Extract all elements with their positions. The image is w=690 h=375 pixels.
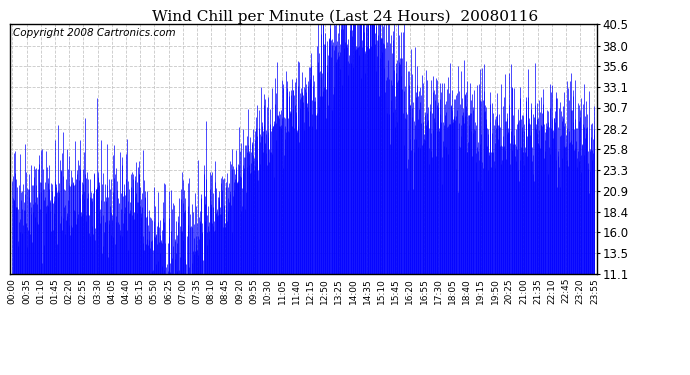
Text: Wind Chill per Minute (Last 24 Hours)  20080116: Wind Chill per Minute (Last 24 Hours) 20… — [152, 9, 538, 24]
Text: Copyright 2008 Cartronics.com: Copyright 2008 Cartronics.com — [13, 28, 176, 38]
